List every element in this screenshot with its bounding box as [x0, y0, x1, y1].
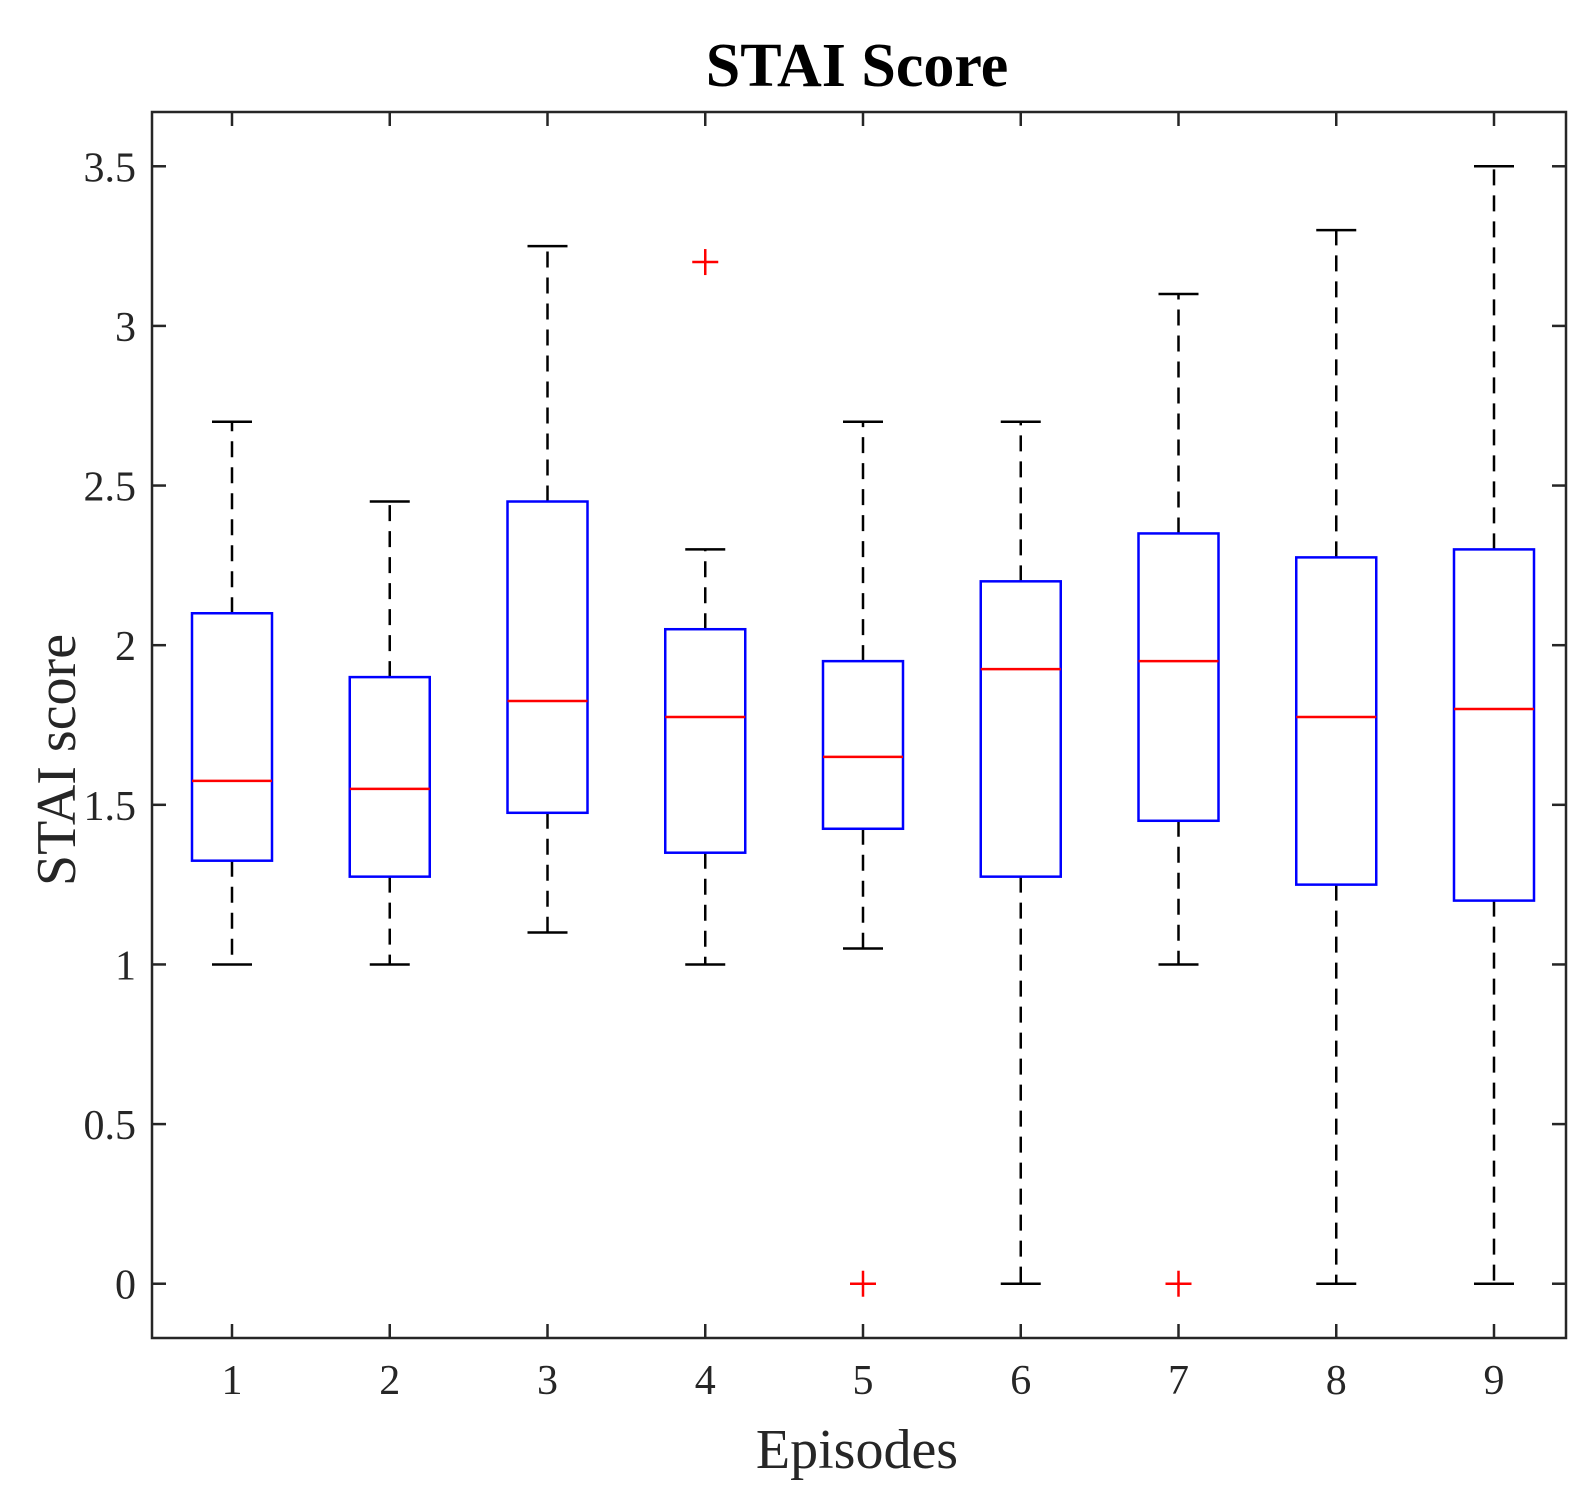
x-tick-label: 2 — [379, 1358, 400, 1404]
x-tick-label: 8 — [1326, 1358, 1347, 1404]
y-tick-label: 0 — [115, 1263, 136, 1309]
y-tick-label: 3.5 — [84, 145, 137, 191]
box — [506, 500, 589, 815]
x-tick-label: 9 — [1484, 1358, 1505, 1404]
box — [664, 627, 747, 854]
x-tick-label: 6 — [1010, 1358, 1031, 1404]
outlier-marker — [692, 249, 719, 276]
y-tick-label: 0.5 — [84, 1103, 137, 1149]
chart-title: STAI Score — [706, 32, 1009, 100]
axes-frame — [150, 110, 1568, 1340]
y-tick-label: 3 — [115, 305, 136, 351]
y-tick-label: 2 — [115, 624, 136, 670]
x-tick-label: 5 — [853, 1358, 874, 1404]
x-tick-label: 4 — [695, 1358, 716, 1404]
outlier-marker — [1165, 1270, 1192, 1297]
y-tick-label: 1 — [115, 943, 136, 989]
plot-area: 0 0.5 1 1.5 2 2.5 3 3.5 1 2 3 4 5 6 7 8 9 — [84, 112, 1566, 1404]
x-tick-label: 3 — [537, 1358, 558, 1404]
box — [190, 612, 274, 862]
box — [979, 580, 1062, 878]
x-tick-label: 1 — [222, 1358, 243, 1404]
y-tick-label: 1.5 — [84, 784, 137, 830]
box — [1452, 548, 1536, 902]
box — [348, 675, 431, 878]
box — [821, 659, 905, 831]
outlier-marker — [850, 1270, 876, 1297]
y-tick-label: 2.5 — [84, 465, 137, 511]
box — [1295, 556, 1378, 886]
x-axis-label: Episodes — [756, 1419, 958, 1481]
x-tick-label: 7 — [1168, 1358, 1189, 1404]
box — [1137, 532, 1220, 823]
y-axis-label: STAI score — [26, 634, 88, 886]
